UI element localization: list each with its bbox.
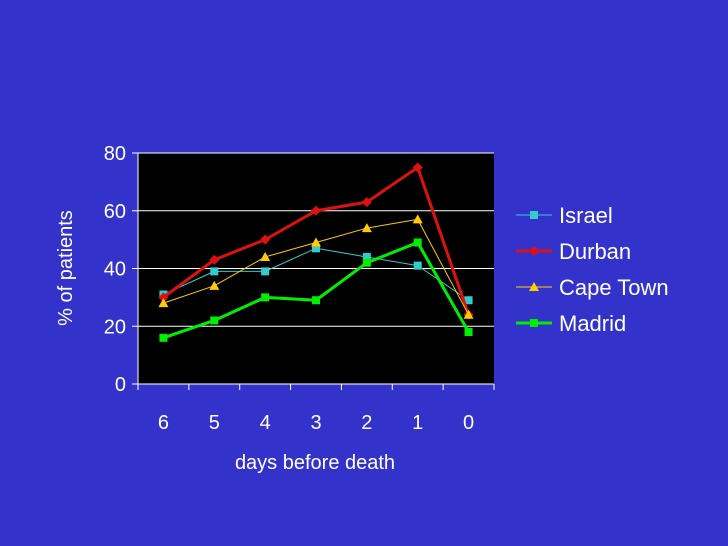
data-point-cape-town: [209, 280, 220, 290]
x-tick-label: 4: [260, 412, 271, 434]
data-point-madrid: [159, 333, 168, 342]
legend-item-madrid: Madrid: [516, 311, 626, 336]
series-cape-town: [158, 214, 474, 319]
data-point-cape-town: [361, 223, 372, 233]
legend-item-israel: Israel: [516, 203, 613, 228]
data-point-durban: [311, 205, 321, 216]
legend-marker-madrid: [530, 319, 538, 327]
legend-item-durban: Durban: [516, 239, 631, 264]
y-tick-label: 20: [104, 316, 126, 338]
x-tick-label: 1: [412, 412, 423, 434]
data-point-israel: [261, 267, 270, 276]
y-axis-title: % of patients: [55, 210, 77, 326]
data-point-cape-town: [158, 298, 169, 308]
y-tick-label: 40: [104, 259, 126, 281]
legend: Israel Durban Cape Town Madrid: [516, 203, 669, 336]
x-tick-label: 3: [310, 412, 321, 434]
y-tick-label: 0: [115, 374, 126, 396]
data-point-durban: [158, 292, 169, 303]
x-tick-label: 6: [158, 412, 169, 434]
series-group: [158, 162, 474, 342]
data-point-madrid: [464, 328, 473, 337]
data-point-israel: [413, 261, 422, 270]
axes: 0 20 40 60 80 6 5 4 3 2 1 0: [104, 143, 495, 434]
legend-item-cape-town: Cape Town: [516, 275, 669, 300]
y-tick-label: 60: [104, 201, 126, 223]
legend-marker-israel: [530, 211, 538, 219]
legend-label-durban: Durban: [559, 239, 631, 264]
data-point-durban: [412, 162, 423, 173]
x-axis-title: days before death: [235, 452, 395, 474]
data-point-madrid: [362, 258, 371, 267]
data-point-cape-town: [260, 251, 271, 261]
x-tick-label: 5: [209, 412, 220, 434]
legend-marker-durban: [529, 246, 539, 256]
legend-label-madrid: Madrid: [559, 311, 626, 336]
legend-label-israel: Israel: [559, 203, 613, 228]
y-tick-label: 80: [104, 143, 126, 165]
legend-marker-cape-town: [529, 282, 539, 291]
data-point-madrid: [261, 293, 270, 302]
data-point-madrid: [413, 238, 422, 247]
series-madrid: [159, 238, 473, 342]
data-point-durban: [361, 197, 372, 208]
data-point-madrid: [312, 296, 320, 305]
data-point-israel: [464, 296, 473, 305]
data-point-israel: [362, 252, 371, 261]
data-point-israel: [312, 244, 320, 253]
data-point-cape-town: [463, 309, 474, 319]
data-point-durban: [209, 254, 220, 265]
data-point-durban: [260, 234, 271, 245]
x-tick-label: 0: [463, 412, 474, 434]
data-point-cape-town: [311, 237, 321, 247]
data-point-cape-town: [412, 214, 423, 224]
legend-label-cape-town: Cape Town: [559, 275, 669, 300]
data-point-israel: [210, 267, 219, 276]
x-tick-label: 2: [361, 412, 372, 434]
data-point-madrid: [210, 316, 219, 325]
